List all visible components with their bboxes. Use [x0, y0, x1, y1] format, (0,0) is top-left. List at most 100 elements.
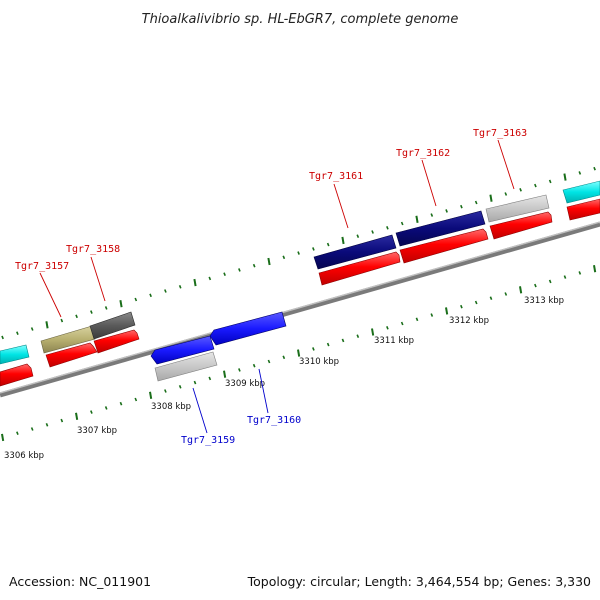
minor-tick [178, 385, 182, 389]
major-tick [341, 236, 345, 245]
cds-arrow[interactable] [399, 228, 489, 264]
map-title: Thioalkalivibrio sp. HL-EbGR7, complete … [142, 12, 459, 27]
cds-arrow[interactable] [318, 251, 401, 286]
minor-tick [149, 293, 152, 298]
cds-arrow[interactable] [0, 363, 34, 387]
minor-tick [312, 347, 315, 351]
minor-tick [400, 221, 404, 226]
gene-label: Tgr7_3162 [396, 148, 450, 159]
scale-labels: 3306 kbp 3307 kbp 3308 kbp 3309 kbp 3310… [4, 296, 564, 461]
gene-block-tgr7-3157[interactable] [40, 325, 96, 354]
major-tick [75, 412, 79, 420]
gene-label: Tgr7_3159 [181, 435, 235, 446]
minor-tick [430, 313, 434, 317]
minor-tick [415, 317, 419, 322]
major-tick [193, 278, 197, 287]
minor-tick [60, 318, 64, 323]
upper-tick-track [1, 166, 596, 340]
gene-block-tgr7-3161[interactable] [313, 234, 397, 270]
gene-block-cyan[interactable] [0, 344, 30, 365]
minor-tick [460, 204, 463, 209]
major-tick [415, 215, 419, 223]
minor-tick [134, 397, 138, 402]
minor-tick [75, 314, 78, 319]
major-tick [119, 300, 123, 308]
minor-tick [252, 363, 256, 368]
minor-tick [474, 300, 478, 305]
minor-tick [30, 427, 34, 431]
minor-tick [371, 230, 374, 234]
minor-tick [593, 166, 596, 171]
backbone-line [0, 221, 600, 398]
minor-tick [356, 234, 360, 238]
minor-tick [90, 310, 93, 314]
minor-tick [238, 268, 241, 272]
major-tick [593, 265, 597, 273]
minor-tick [534, 183, 537, 188]
backbone-highlight [0, 221, 600, 394]
gene-arrow-tgr7-3160[interactable] [209, 311, 287, 346]
major-tick [45, 321, 49, 329]
leader-tgr7-3159 [192, 387, 208, 434]
minor-tick [504, 292, 508, 296]
minor-tick [60, 418, 64, 423]
minor-tick [282, 255, 286, 260]
leader-tgr7-3162 [421, 159, 437, 207]
major-tick [563, 173, 567, 181]
gene-block-tgr7-3163[interactable] [485, 194, 550, 223]
minor-tick [548, 279, 552, 284]
minor-tick [297, 251, 300, 255]
minor-tick [430, 213, 434, 217]
minor-tick [178, 285, 182, 289]
major-tick [149, 391, 153, 399]
minor-tick [563, 275, 567, 279]
gene-label: Tgr7_3160 [247, 415, 301, 426]
minor-tick [326, 242, 330, 247]
minor-tick [193, 380, 197, 385]
leader-tgr7-3158 [90, 256, 106, 302]
minor-tick [252, 263, 256, 268]
reverse-genes [150, 311, 287, 382]
scale-label: 3311 kbp [374, 336, 414, 346]
minor-tick [164, 289, 167, 293]
minor-tick [341, 338, 345, 343]
minor-tick [534, 283, 537, 288]
gene-arrow-tgr7-3159[interactable] [150, 335, 215, 365]
leader-tgr7-3163 [497, 139, 515, 190]
minor-tick [90, 410, 93, 414]
gene-block-tgr7-3158[interactable] [89, 311, 136, 340]
minor-tick [578, 171, 582, 175]
minor-tick [267, 359, 271, 364]
minor-tick [504, 192, 508, 196]
gene-label: Tgr7_3158 [66, 244, 120, 255]
cds-arrow[interactable] [45, 342, 98, 368]
scale-label: 3309 kbp [225, 379, 265, 389]
minor-tick [208, 276, 212, 281]
scale-label: 3308 kbp [151, 402, 191, 412]
minor-tick [312, 247, 315, 251]
minor-tick [134, 297, 138, 302]
minor-tick [30, 327, 34, 331]
scale-label: 3307 kbp [77, 426, 117, 436]
minor-tick [578, 271, 582, 275]
minor-tick [489, 296, 493, 300]
scale-label: 3312 kbp [449, 316, 489, 326]
cds-arrow[interactable] [489, 211, 553, 240]
minor-tick [104, 406, 108, 410]
gene-block-cyan-right[interactable] [562, 180, 600, 204]
minor-tick [282, 355, 286, 360]
minor-tick [16, 331, 19, 335]
label-leaders [39, 139, 515, 434]
gene-block-tgr7-3162[interactable] [395, 210, 486, 247]
minor-tick [16, 431, 19, 435]
gene-block-tgr7-3159-cds[interactable] [154, 351, 218, 382]
minor-tick [45, 423, 49, 427]
forward-cds-arrows [0, 198, 600, 387]
minor-tick [356, 334, 360, 338]
major-tick [445, 307, 449, 315]
cds-arrow[interactable] [93, 329, 140, 354]
genome-backbone [0, 221, 600, 398]
minor-tick [326, 342, 330, 347]
cds-arrow[interactable] [566, 198, 600, 221]
